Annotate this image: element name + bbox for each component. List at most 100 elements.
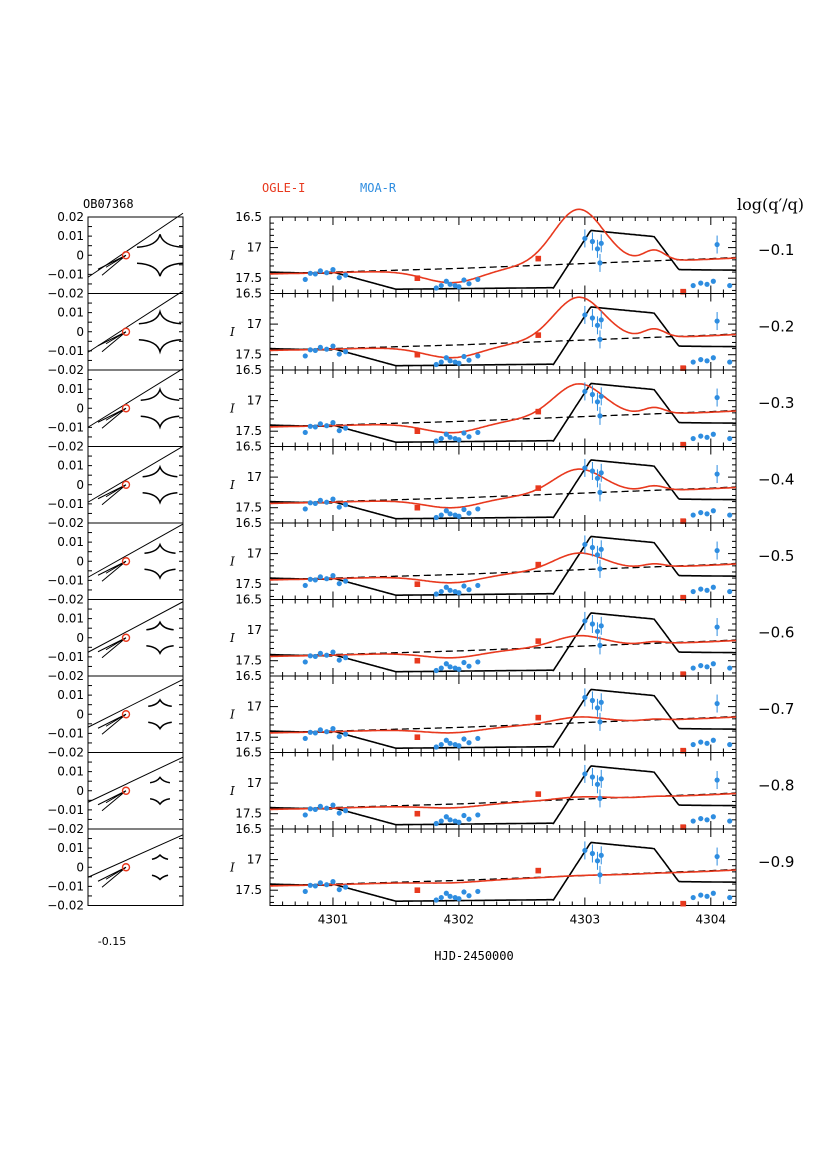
panel-label: −0.2 — [758, 318, 794, 336]
x-tick-label: 4301 — [318, 913, 349, 927]
panel-label: −0.3 — [758, 394, 794, 412]
moa-data-point — [710, 278, 716, 284]
ogle-data-point — [535, 408, 542, 415]
moa-data-point — [589, 544, 596, 551]
caustic-y-tick-label: 0 — [76, 478, 84, 492]
moa-data-point — [443, 431, 449, 437]
caustic-y-tick-label: −0.02 — [47, 440, 84, 454]
moa-data-point — [342, 884, 349, 890]
moa-data-point — [598, 240, 604, 246]
ogle-data-point — [414, 275, 421, 281]
best-fit-model-line — [270, 296, 737, 359]
caustic-y-tick-label: −0.01 — [47, 497, 84, 511]
y-tick-label: 17 — [247, 394, 262, 408]
moa-data-point — [690, 282, 696, 289]
moa-data-point — [475, 812, 481, 818]
moa-data-point — [456, 896, 462, 902]
moa-data-point — [443, 278, 449, 284]
panel-2: 16.5 17 17.5I −0.2 0.01 0 −0.01 −0.02 — [47, 287, 794, 378]
moa-data-point — [336, 580, 342, 587]
moa-data-point — [475, 735, 481, 742]
panel-label: −0.4 — [758, 471, 794, 489]
single-lens-model-line — [270, 333, 737, 351]
y-tick-label: 16.5 — [235, 822, 262, 836]
moa-data-point — [330, 726, 336, 732]
moa-data-point — [443, 890, 449, 896]
moa-data-point — [466, 434, 472, 440]
moa-data-point — [443, 584, 449, 590]
moa-data-point — [475, 429, 481, 436]
single-lens-model-line — [270, 409, 737, 427]
source-position-marker — [121, 251, 131, 260]
ogle-data-point — [680, 900, 686, 907]
moa-data-point — [447, 587, 453, 593]
moa-data-point — [324, 805, 330, 811]
moa-data-point — [312, 347, 318, 354]
moa-data-point — [336, 886, 342, 893]
y-axis-label: I — [229, 401, 235, 415]
moa-data-point — [598, 852, 604, 858]
caustic-frame — [87, 828, 184, 906]
moa-data-point — [317, 268, 323, 274]
y-tick-label: 17.5 — [235, 424, 262, 438]
caustic-y-tick-label: −0.02 — [47, 899, 84, 913]
y-axis-label: I — [229, 478, 235, 492]
moa-data-point — [582, 694, 588, 701]
x-tick-label: 4302 — [444, 913, 475, 927]
y-tick-label: 17 — [247, 241, 262, 255]
caustic-x-tick: -0.15 — [98, 935, 126, 948]
moa-data-point — [307, 806, 313, 812]
panel-3: 16.5 17 17.5I −0.3 0.01 0 −0.01 −0.02 — [47, 363, 794, 454]
moa-data-point — [456, 437, 462, 443]
moa-data-point — [456, 590, 462, 596]
y-tick-label: 17.5 — [235, 271, 262, 285]
moa-data-point — [433, 744, 439, 750]
panel-label: −0.1 — [758, 241, 794, 259]
ogle-data-point — [414, 351, 421, 358]
moa-data-point — [302, 812, 308, 818]
moa-data-point — [447, 281, 453, 287]
caustic-y-tick-label: 0 — [76, 325, 84, 339]
lightcurve-frame — [269, 522, 737, 600]
moa-data-point — [594, 475, 601, 481]
moa-data-point — [598, 699, 604, 705]
y-tick-label: 16.5 — [235, 440, 262, 454]
y-tick-label: 16.5 — [235, 210, 262, 224]
moa-data-point — [342, 272, 349, 278]
y-tick-label: 17 — [247, 700, 262, 714]
caustic-y-tick-label: 0 — [76, 707, 84, 721]
moa-data-point — [698, 662, 704, 669]
y-tick-label: 16.5 — [235, 363, 262, 377]
caustic-upper — [138, 309, 182, 325]
source-trajectory — [87, 523, 184, 578]
ogle-data-point — [414, 428, 421, 434]
caustic-lower — [140, 415, 180, 430]
moa-data-point — [307, 500, 313, 506]
y-tick-label: 17.5 — [235, 348, 262, 362]
moa-data-point — [714, 700, 720, 707]
caustic-lower — [144, 568, 176, 580]
moa-data-point — [317, 344, 323, 350]
moa-data-point — [461, 277, 467, 283]
moa-data-point — [475, 659, 481, 665]
ogle-data-point — [680, 747, 686, 754]
moa-data-point — [597, 336, 603, 342]
caustic-lower — [142, 492, 178, 505]
moa-data-point — [336, 810, 342, 816]
lightcurve-frame — [269, 293, 737, 371]
ogle-data-point — [680, 365, 686, 371]
x-tick-label: 4303 — [570, 913, 601, 927]
moa-data-point — [698, 280, 704, 286]
moa-data-point — [312, 653, 318, 660]
caustic-y-tick-label: −0.01 — [47, 879, 84, 893]
caustic-y-tick-label: −0.01 — [47, 420, 84, 434]
moa-data-point — [456, 513, 462, 519]
y-axis-label: I — [229, 631, 235, 645]
moa-data-point — [714, 777, 720, 783]
moa-data-point — [690, 741, 696, 748]
source-trajectory — [87, 445, 184, 503]
moa-data-point — [317, 727, 323, 733]
moa-data-point — [433, 591, 439, 597]
moa-data-point — [302, 506, 308, 512]
single-lens-model-line — [270, 486, 737, 504]
